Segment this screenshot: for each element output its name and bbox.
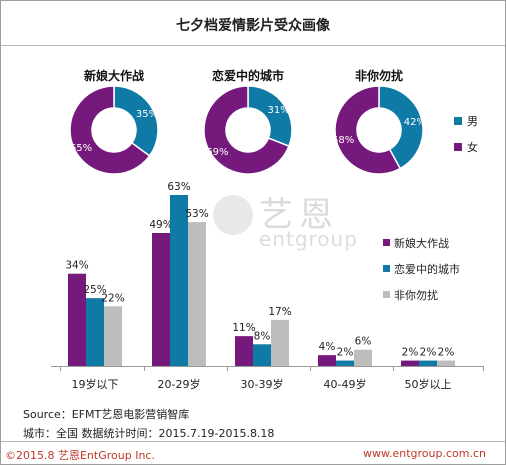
bar-legend-swatch-3 <box>383 291 390 298</box>
chart-title: 七夕档爱情影片受众画像 <box>176 18 330 34</box>
bar-value-label: 2% <box>420 347 437 359</box>
bar <box>68 273 86 366</box>
donut-slice-label: 65% <box>70 143 92 154</box>
donut-slice-male <box>247 85 293 148</box>
bar-value-label: 11% <box>232 322 255 334</box>
x-tick-label: 20-29岁 <box>158 377 201 391</box>
source-note: Source：EFMT艺恩电影营销智库 <box>23 408 190 421</box>
donut-chart-3: 42% 58% <box>334 85 424 175</box>
watermark-text-en: entgroup <box>259 227 358 251</box>
bar-value-label: 22% <box>101 292 124 304</box>
bar-value-label: 49% <box>149 219 172 231</box>
donut-title-2: 恋爱中的城市 <box>211 69 284 83</box>
bar-chart: 34% 25%22% 19岁以下 49% 63% 53% 20-29岁 11%8% 17% 30-… <box>51 181 484 391</box>
bar-legend-label-3: 非你勿扰 <box>394 289 438 302</box>
donut-slice-label: 69% <box>206 147 228 158</box>
date-range-note: 城市：全国 数据统计时间：2015.7.19-2015.8.18 <box>23 427 275 440</box>
bar <box>401 360 419 366</box>
legend-swatch-female <box>454 143 462 151</box>
bar-legend-swatch-1 <box>383 239 390 246</box>
bar-value-label: 6% <box>355 336 372 348</box>
x-tick-label: 50岁以上 <box>405 377 452 391</box>
bar <box>437 360 455 366</box>
bar-legend-swatch-2 <box>383 265 390 272</box>
bar <box>188 222 206 366</box>
bar-value-label: 17% <box>268 306 291 318</box>
bar <box>86 298 104 366</box>
bar <box>235 336 253 366</box>
legend-label-male: 男 <box>467 115 478 128</box>
bar-value-label: 63% <box>167 181 190 193</box>
donut-chart-2: 31% 69% <box>203 85 293 175</box>
footer-divider <box>1 441 505 442</box>
bar-legend-label-1: 新娘大作战 <box>394 237 449 250</box>
bar <box>318 355 336 366</box>
donut-slice-male <box>113 85 159 157</box>
website-link[interactable]: www.entgroup.com.cn <box>363 447 486 460</box>
bar <box>104 306 122 366</box>
bar-value-label: 2% <box>438 347 455 359</box>
bar <box>354 349 372 366</box>
bar-value-label: 25% <box>83 284 106 296</box>
donut-slice-female <box>334 85 402 175</box>
watermark-logo: 艺恩 entgroup <box>213 187 363 257</box>
legend-label-female: 女 <box>467 141 478 154</box>
donut-slice-female <box>203 85 290 175</box>
bar <box>253 344 271 366</box>
bar-value-label: 2% <box>337 347 354 359</box>
bar-value-label: 53% <box>185 208 208 220</box>
donut-slice-label: 42% <box>404 117 424 128</box>
donut-slice-male <box>378 85 424 170</box>
donut-title-1: 新娘大作战 <box>83 69 144 83</box>
bar <box>170 195 188 366</box>
donut-chart-1: 35% 65% <box>69 85 159 175</box>
bar <box>336 360 354 366</box>
watermark-circle-icon <box>213 195 253 235</box>
copyright: ©2015.8 艺恩EntGroup Inc. <box>5 449 155 462</box>
x-tick-label: 19岁以下 <box>72 377 119 391</box>
bar-legend-label-2: 恋爱中的城市 <box>394 263 460 276</box>
watermark-text-cn: 艺恩 <box>259 195 339 235</box>
bar <box>152 233 170 366</box>
bar-value-label: 2% <box>402 347 419 359</box>
donut-slice-label: 58% <box>334 135 354 146</box>
donut-slice-female <box>69 85 151 175</box>
bar-value-label: 8% <box>254 330 271 342</box>
donut-slice-label: 31% <box>267 105 289 116</box>
bar <box>271 319 289 366</box>
donut-title-3: 非你勿扰 <box>354 69 403 83</box>
x-tick-label: 40-49岁 <box>324 377 367 391</box>
title-divider <box>1 45 505 46</box>
bar-value-label: 34% <box>65 260 88 272</box>
x-tick-label: 30-39岁 <box>241 377 284 391</box>
bar-value-label: 4% <box>319 341 336 353</box>
bar <box>419 360 437 366</box>
legend-swatch-male <box>454 117 462 125</box>
donut-slice-label: 35% <box>136 109 158 120</box>
